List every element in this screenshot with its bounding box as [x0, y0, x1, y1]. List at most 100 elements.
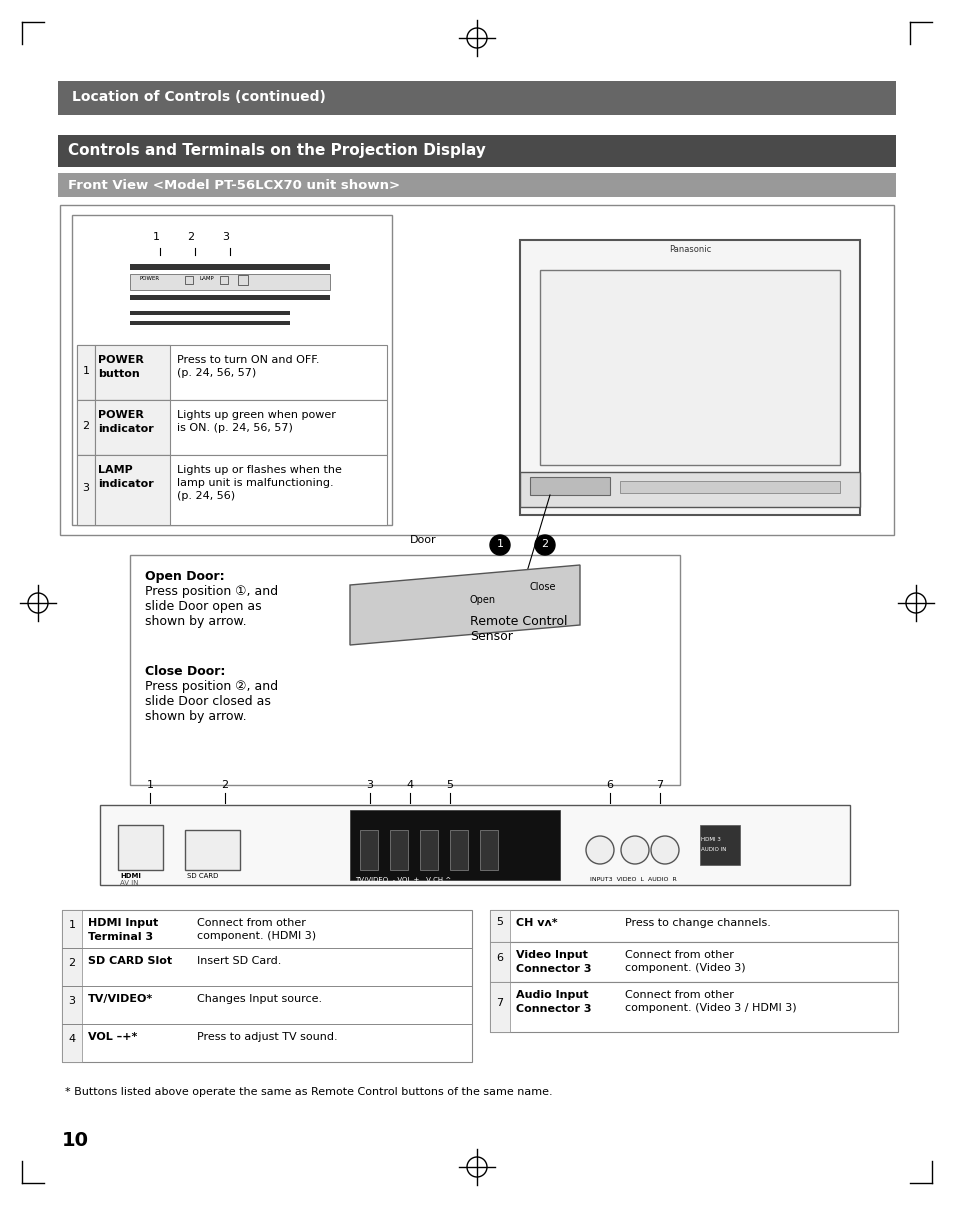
Text: 7: 7: [496, 998, 503, 1009]
Text: Close: Close: [530, 582, 556, 592]
Text: 5: 5: [496, 917, 503, 927]
Bar: [62, 1024, 82, 1062]
Text: 2: 2: [221, 780, 229, 790]
Bar: [490, 982, 510, 1031]
Text: CH vʌ*: CH vʌ*: [516, 918, 558, 928]
Bar: [490, 942, 510, 982]
Text: 3: 3: [82, 483, 90, 493]
Bar: [77, 455, 387, 525]
Bar: [58, 174, 895, 196]
Polygon shape: [350, 565, 579, 645]
Bar: [62, 948, 82, 986]
Bar: [130, 274, 330, 290]
Text: Location of Controls (continued): Location of Controls (continued): [71, 90, 326, 104]
Text: TV/VIDEO  - VOL +   V CH ^: TV/VIDEO - VOL + V CH ^: [355, 877, 451, 883]
Text: (p. 24, 56, 57): (p. 24, 56, 57): [177, 368, 256, 378]
Circle shape: [490, 535, 510, 556]
Bar: [390, 830, 408, 870]
Bar: [359, 830, 377, 870]
Text: component. (Video 3 / HDMI 3): component. (Video 3 / HDMI 3): [624, 1003, 796, 1013]
Bar: [237, 275, 248, 286]
Bar: [130, 295, 330, 300]
Bar: [185, 830, 240, 870]
Bar: [77, 455, 95, 525]
Text: Audio Input: Audio Input: [516, 991, 588, 1000]
Text: HDMI Input: HDMI Input: [88, 918, 158, 928]
Text: LAMP: LAMP: [98, 465, 132, 475]
Text: Insert SD Card.: Insert SD Card.: [196, 956, 281, 966]
Text: Door: Door: [410, 535, 436, 545]
Bar: [479, 830, 497, 870]
Bar: [77, 345, 387, 400]
Bar: [530, 477, 609, 495]
Text: Open Door:: Open Door:: [145, 570, 224, 583]
Text: AUDIO IN: AUDIO IN: [700, 847, 725, 852]
Text: Connect from other: Connect from other: [624, 991, 733, 1000]
Bar: [130, 321, 290, 325]
Text: Panasonic: Panasonic: [668, 245, 710, 254]
Text: 6: 6: [496, 953, 503, 963]
Text: POWER: POWER: [98, 355, 144, 365]
Text: 6: 6: [606, 780, 613, 790]
Text: POWER: POWER: [140, 276, 160, 281]
Text: AV IN: AV IN: [120, 880, 138, 886]
Bar: [100, 805, 849, 884]
Bar: [519, 472, 859, 507]
Bar: [185, 276, 193, 284]
Bar: [62, 910, 82, 948]
Text: * Buttons listed above operate the same as Remote Control buttons of the same na: * Buttons listed above operate the same …: [65, 1087, 552, 1097]
Text: 7: 7: [656, 780, 663, 790]
Bar: [490, 982, 897, 1031]
Text: Connect from other: Connect from other: [624, 950, 733, 960]
Text: 1: 1: [152, 233, 159, 242]
Text: indicator: indicator: [98, 424, 153, 434]
Circle shape: [535, 535, 555, 556]
Text: Front View <Model PT-56LCX70 unit shown>: Front View <Model PT-56LCX70 unit shown>: [68, 180, 399, 192]
Text: 1: 1: [147, 780, 153, 790]
Bar: [77, 345, 95, 400]
Text: 2: 2: [69, 958, 75, 968]
Text: Close Door:: Close Door:: [145, 665, 225, 678]
Text: Press to turn ON and OFF.: Press to turn ON and OFF.: [177, 355, 319, 365]
Text: 3: 3: [69, 997, 75, 1006]
Text: component. (Video 3): component. (Video 3): [624, 963, 745, 972]
Text: 2: 2: [82, 421, 90, 431]
Bar: [130, 311, 290, 315]
Text: POWER: POWER: [98, 410, 144, 421]
Bar: [619, 481, 840, 493]
Bar: [450, 830, 468, 870]
Text: Press position ①, and
slide Door open as
shown by arrow.: Press position ①, and slide Door open as…: [145, 584, 278, 628]
Text: SD CARD Slot: SD CARD Slot: [88, 956, 172, 966]
Bar: [490, 942, 897, 982]
Bar: [95, 345, 170, 400]
Text: Changes Input source.: Changes Input source.: [196, 994, 322, 1004]
Text: (p. 24, 56): (p. 24, 56): [177, 490, 234, 501]
Text: Connect from other: Connect from other: [196, 918, 306, 928]
Text: INPUT3  VIDEO  L  AUDIO  R: INPUT3 VIDEO L AUDIO R: [589, 877, 676, 882]
Text: Remote Control
Sensor: Remote Control Sensor: [470, 615, 567, 643]
Text: 1: 1: [496, 539, 503, 549]
Text: TV/VIDEO*: TV/VIDEO*: [88, 994, 153, 1004]
Text: indicator: indicator: [98, 480, 153, 489]
Text: Open: Open: [470, 595, 496, 605]
Text: 4: 4: [69, 1034, 75, 1044]
Text: 2: 2: [187, 233, 194, 242]
Bar: [62, 910, 472, 1062]
Text: 3: 3: [222, 233, 230, 242]
Bar: [95, 455, 170, 525]
Bar: [220, 276, 228, 284]
Circle shape: [650, 836, 679, 864]
Text: LAMP: LAMP: [200, 276, 214, 281]
Text: Press to change channels.: Press to change channels.: [624, 918, 770, 928]
Bar: [490, 910, 510, 942]
Text: 1: 1: [82, 366, 90, 376]
Text: Terminal 3: Terminal 3: [88, 931, 153, 942]
Bar: [58, 81, 895, 114]
Text: 1: 1: [69, 919, 75, 930]
Text: lamp unit is malfunctioning.: lamp unit is malfunctioning.: [177, 478, 334, 488]
Text: 2: 2: [541, 539, 548, 549]
Text: 5: 5: [446, 780, 453, 790]
Text: Lights up or flashes when the: Lights up or flashes when the: [177, 465, 341, 475]
Text: Press position ②, and
slide Door closed as
shown by arrow.: Press position ②, and slide Door closed …: [145, 680, 278, 723]
Bar: [60, 205, 893, 535]
